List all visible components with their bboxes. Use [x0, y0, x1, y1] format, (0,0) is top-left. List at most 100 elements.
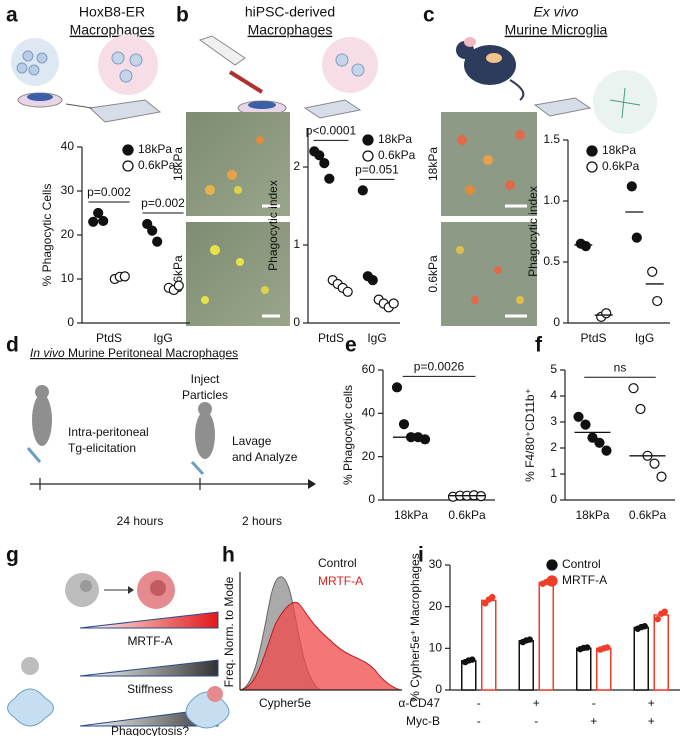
- y-tick-label: 2: [293, 159, 300, 173]
- schematic-label: Stiffness: [127, 682, 173, 696]
- bar: [596, 647, 612, 691]
- data-point: [526, 636, 533, 643]
- panel-letter: h: [222, 544, 235, 567]
- step-text: Inject: [191, 372, 220, 386]
- condition-label: Myc-B: [406, 714, 440, 728]
- data-point: [573, 411, 584, 422]
- y-axis-label: Phagocytic index: [266, 180, 280, 271]
- data-point: [93, 207, 104, 219]
- data-point: [587, 432, 598, 443]
- data-point: [419, 434, 431, 445]
- legend-label: Control: [318, 556, 357, 570]
- x-tick-label: 0.6kPa: [629, 508, 667, 522]
- x-tick-label: PtdS: [318, 331, 344, 345]
- y-axis-label: % Cypher5e⁺ Macrophages: [408, 553, 422, 701]
- bar: [538, 581, 554, 691]
- title-italic: In vivo: [30, 346, 65, 360]
- y-tick-label: 20: [429, 599, 443, 613]
- y-tick-label: 30: [61, 183, 75, 197]
- panel-letter: i: [418, 544, 424, 567]
- annotation: p=0.051: [355, 163, 399, 177]
- y-tick-label: 40: [61, 139, 75, 153]
- y-tick-label: 4: [550, 388, 557, 402]
- panel-subtitle: Macrophages: [70, 22, 155, 38]
- y-axis-label: % Phagocytic cells: [341, 385, 355, 485]
- data-point: [324, 173, 335, 184]
- data-point: [388, 298, 399, 309]
- y-tick-label: 1: [293, 237, 300, 251]
- data-point: [357, 185, 368, 196]
- y-tick-label: 0: [293, 315, 300, 329]
- data-point: [580, 419, 591, 430]
- legend-marker: [546, 559, 558, 571]
- legend-marker: [362, 134, 374, 146]
- panel-subtitle: Macrophages: [248, 22, 333, 38]
- annotation: p=0.002: [141, 196, 185, 210]
- data-point: [601, 445, 612, 456]
- legend-label: 0.6kPa: [378, 148, 416, 162]
- bar: [481, 599, 497, 691]
- panel-title: Ex vivo: [533, 4, 578, 20]
- data-point: [398, 419, 410, 430]
- y-tick-label: 3: [550, 414, 557, 428]
- bar: [576, 647, 592, 691]
- data-point: [628, 383, 639, 394]
- legend-marker: [586, 161, 598, 173]
- illustration-c: [456, 37, 657, 134]
- data-point: [661, 608, 668, 615]
- condition-label: α-CD47: [398, 696, 440, 710]
- image-label: 0.6kPa: [426, 255, 440, 293]
- illustration-b: [198, 35, 378, 119]
- y-tick-label: 1.5: [543, 132, 560, 146]
- panel-title: hiPSC-derived: [245, 4, 335, 20]
- data-point: [314, 150, 325, 161]
- step-text: Intra-peritoneal: [68, 425, 149, 439]
- legend-label: MRTF-A: [562, 573, 607, 587]
- data-point: [594, 437, 605, 448]
- image-label: 18kPa: [426, 147, 440, 181]
- data-point: [649, 458, 660, 469]
- x-tick-label: PtdS: [580, 331, 606, 345]
- legend-label: MRTF-A: [318, 574, 363, 588]
- panel-letter: g: [6, 544, 19, 567]
- legend-label: 0.6kPa: [138, 158, 176, 172]
- condition-value: -: [592, 696, 596, 710]
- image-label: 18kPa: [171, 147, 185, 181]
- y-axis-label: Freq. Norm. to Mode: [222, 576, 236, 687]
- y-tick-label: 0: [550, 492, 557, 506]
- y-tick-label: 60: [362, 362, 376, 376]
- x-tick-label: 0.6kPa: [448, 508, 486, 522]
- data-point: [647, 266, 658, 277]
- panel-letter: d: [6, 334, 19, 357]
- y-axis-label: % F4/80⁺CD11b⁺: [523, 388, 537, 482]
- y-tick-label: 0.5: [543, 254, 560, 268]
- condition-value: +: [533, 696, 540, 710]
- histogram-h: [239, 572, 402, 691]
- data-point: [652, 295, 663, 307]
- data-point: [469, 656, 476, 663]
- bar: [653, 614, 669, 691]
- data-point: [580, 241, 591, 252]
- data-point: [367, 275, 378, 286]
- legend-marker: [122, 144, 134, 156]
- y-tick-label: 2: [550, 440, 557, 454]
- bar: [518, 640, 534, 691]
- x-axis-label: Cypher5e: [259, 696, 311, 710]
- condition-value: -: [477, 696, 481, 710]
- data-point: [584, 644, 591, 651]
- data-point: [489, 593, 496, 601]
- panel-letter: e: [345, 334, 357, 357]
- panel-subtitle: Murine Microglia: [505, 22, 608, 38]
- y-tick-label: 5: [550, 362, 557, 376]
- y-tick-label: 0: [67, 315, 74, 329]
- x-tick-label: IgG: [635, 331, 654, 345]
- legend-label: 18kPa: [138, 142, 172, 156]
- annotation: p=0.0026: [414, 360, 465, 374]
- condition-value: -: [477, 714, 481, 728]
- y-tick-label: 10: [429, 641, 443, 655]
- data-point: [601, 308, 612, 319]
- condition-value: +: [648, 696, 655, 710]
- data-point: [631, 232, 642, 243]
- timeline-d: [26, 385, 316, 490]
- x-tick-label: IgG: [153, 331, 172, 345]
